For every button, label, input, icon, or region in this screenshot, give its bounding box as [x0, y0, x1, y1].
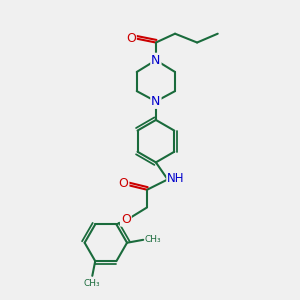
Text: O: O	[126, 32, 136, 45]
Text: N: N	[151, 54, 160, 67]
Text: O: O	[121, 213, 131, 226]
Text: CH₃: CH₃	[84, 279, 101, 288]
Text: O: O	[118, 177, 128, 190]
Text: NH: NH	[167, 172, 185, 185]
Text: N: N	[151, 95, 160, 108]
Text: CH₃: CH₃	[145, 235, 161, 244]
